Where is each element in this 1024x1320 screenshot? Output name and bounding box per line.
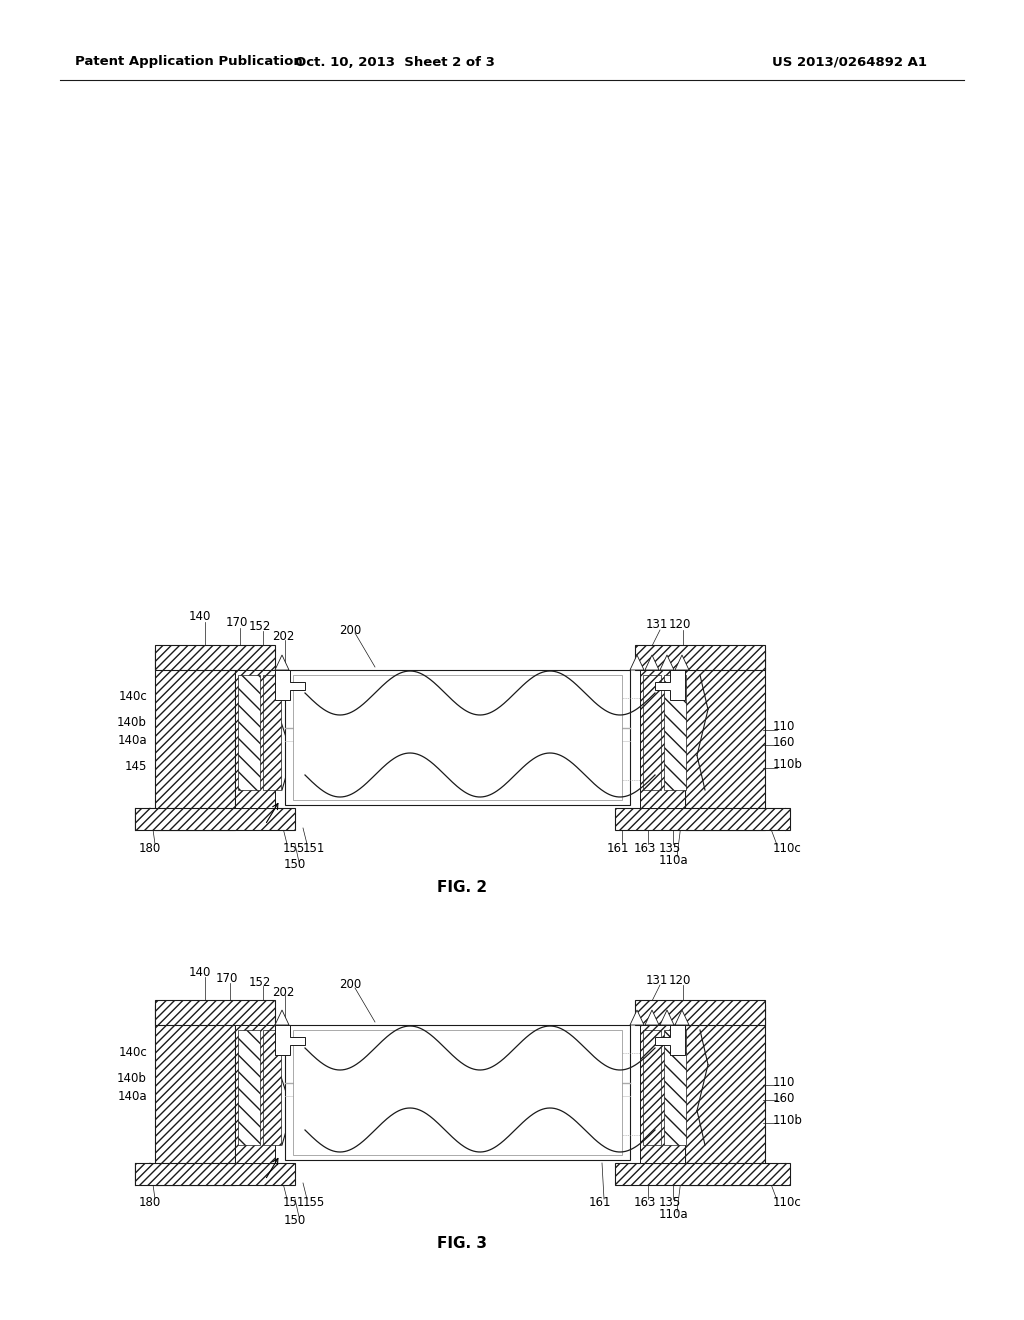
Text: 155: 155 xyxy=(283,842,305,854)
Bar xyxy=(635,645,765,671)
Text: Oct. 10, 2013  Sheet 2 of 3: Oct. 10, 2013 Sheet 2 of 3 xyxy=(295,55,495,69)
Bar xyxy=(155,645,275,671)
Text: 160: 160 xyxy=(773,1092,796,1105)
Bar xyxy=(643,1030,662,1144)
Text: 110a: 110a xyxy=(658,854,688,866)
Text: FIG. 3: FIG. 3 xyxy=(437,1236,487,1250)
Bar xyxy=(664,1030,686,1144)
Polygon shape xyxy=(275,1010,289,1026)
Text: 110: 110 xyxy=(773,1076,796,1089)
Bar xyxy=(615,808,790,830)
Text: 140b: 140b xyxy=(117,717,147,730)
Text: 110: 110 xyxy=(773,721,796,734)
Bar xyxy=(640,671,685,808)
Bar xyxy=(155,1005,234,1185)
Bar xyxy=(263,1030,281,1144)
Bar xyxy=(234,1026,275,1163)
Bar xyxy=(238,675,260,789)
Text: 152: 152 xyxy=(249,620,271,634)
Text: 140: 140 xyxy=(188,965,211,978)
Bar xyxy=(285,1026,630,1160)
Bar xyxy=(234,671,275,808)
Polygon shape xyxy=(655,1026,685,1055)
Bar xyxy=(615,1163,790,1185)
Polygon shape xyxy=(630,1010,644,1026)
Text: 110a: 110a xyxy=(658,1209,688,1221)
Text: 120: 120 xyxy=(669,619,691,631)
Text: 110b: 110b xyxy=(773,1114,803,1126)
Text: US 2013/0264892 A1: US 2013/0264892 A1 xyxy=(772,55,928,69)
Text: 140: 140 xyxy=(188,610,211,623)
Text: 202: 202 xyxy=(271,986,294,998)
Text: FIG. 2: FIG. 2 xyxy=(437,880,487,895)
Polygon shape xyxy=(630,655,644,671)
Bar xyxy=(135,1163,295,1185)
Text: 131: 131 xyxy=(646,974,669,986)
Bar xyxy=(640,1026,685,1163)
Text: 140a: 140a xyxy=(118,1089,147,1102)
Polygon shape xyxy=(655,671,685,700)
Polygon shape xyxy=(660,1010,674,1026)
Bar xyxy=(234,1026,275,1163)
Text: 163: 163 xyxy=(634,842,656,854)
Bar xyxy=(685,1005,765,1185)
Text: 110b: 110b xyxy=(773,759,803,771)
Bar xyxy=(640,671,685,808)
Polygon shape xyxy=(675,655,689,671)
Bar xyxy=(685,649,765,830)
Text: 145: 145 xyxy=(125,760,147,774)
Text: 120: 120 xyxy=(669,974,691,986)
Text: 152: 152 xyxy=(249,975,271,989)
Bar xyxy=(238,1030,260,1144)
Text: 200: 200 xyxy=(339,623,361,636)
Polygon shape xyxy=(675,1010,689,1026)
Bar xyxy=(643,675,662,789)
Bar xyxy=(640,1026,685,1163)
Text: 170: 170 xyxy=(226,616,248,630)
Text: 151: 151 xyxy=(283,1196,305,1209)
Text: 180: 180 xyxy=(139,1196,161,1209)
Polygon shape xyxy=(275,655,289,671)
Bar xyxy=(664,675,686,789)
Text: 135: 135 xyxy=(658,842,681,854)
Bar xyxy=(155,649,234,830)
Polygon shape xyxy=(645,655,659,671)
Text: 150: 150 xyxy=(284,858,306,871)
Text: 140b: 140b xyxy=(117,1072,147,1085)
Text: 202: 202 xyxy=(271,631,294,644)
Bar xyxy=(293,675,622,800)
Text: 155: 155 xyxy=(303,1196,326,1209)
Bar xyxy=(263,675,281,789)
Polygon shape xyxy=(645,1010,659,1026)
Text: Patent Application Publication: Patent Application Publication xyxy=(75,55,303,69)
Text: 140c: 140c xyxy=(118,1045,147,1059)
Text: 170: 170 xyxy=(216,972,239,985)
Text: 140a: 140a xyxy=(118,734,147,747)
Text: 161: 161 xyxy=(607,842,630,854)
Text: 200: 200 xyxy=(339,978,361,991)
Text: 131: 131 xyxy=(646,619,669,631)
Text: 160: 160 xyxy=(773,737,796,750)
Text: 180: 180 xyxy=(139,842,161,854)
Bar xyxy=(135,808,295,830)
Polygon shape xyxy=(660,655,674,671)
Bar xyxy=(293,1030,622,1155)
Bar xyxy=(155,1001,275,1026)
Bar xyxy=(635,1001,765,1026)
Text: 110c: 110c xyxy=(773,842,802,854)
Text: 161: 161 xyxy=(589,1196,611,1209)
Text: 140c: 140c xyxy=(118,690,147,704)
Polygon shape xyxy=(275,671,305,700)
Text: 151: 151 xyxy=(303,842,326,854)
Text: 150: 150 xyxy=(284,1213,306,1226)
Text: 110c: 110c xyxy=(773,1196,802,1209)
Polygon shape xyxy=(275,1026,305,1055)
Bar xyxy=(285,671,630,805)
Text: 135: 135 xyxy=(658,1196,681,1209)
Text: 163: 163 xyxy=(634,1196,656,1209)
Bar xyxy=(234,671,275,808)
